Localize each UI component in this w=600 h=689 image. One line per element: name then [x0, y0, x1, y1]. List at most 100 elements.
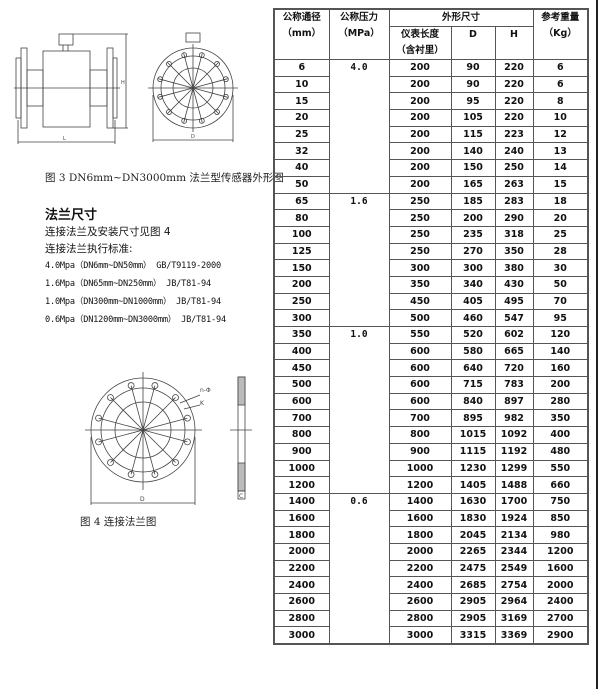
cell-H: 2344 — [494, 542, 534, 561]
spoke-line — [192, 87, 219, 114]
table-row: 2400 2400 2685 2754 2000 — [273, 576, 589, 594]
cell-weight: 280 — [532, 392, 589, 411]
bolt-hole-icon — [95, 438, 102, 446]
cell-H: 547 — [494, 309, 534, 327]
cell-length: 300 — [388, 259, 452, 277]
cell-weight: 25 — [532, 225, 589, 244]
cell-D: 105 — [450, 109, 496, 127]
label-D: D — [191, 134, 195, 140]
cell-weight: 8 — [532, 92, 589, 111]
figure4-drawing: n-Φ K D C — [85, 372, 252, 505]
bolt-hole-icon — [95, 414, 102, 422]
cell-length: 3000 — [388, 626, 452, 645]
cell-D: 235 — [450, 225, 496, 244]
cell-weight: 6 — [532, 75, 589, 94]
cell-D: 895 — [450, 409, 496, 428]
header-pressure-unit: （MPa） — [338, 28, 380, 39]
bolt-hole-icon — [127, 382, 135, 389]
table-row: 1800 1800 2045 2134 980 — [273, 526, 589, 544]
table-row: 2600 2600 2905 2964 2400 — [273, 593, 589, 611]
cell-H: 1299 — [494, 459, 534, 478]
cell-length: 450 — [388, 292, 452, 311]
cell-weight: 2000 — [532, 576, 589, 594]
cell-D: 300 — [450, 259, 496, 277]
cell-length: 2600 — [388, 593, 452, 611]
cell-length: 200 — [388, 142, 452, 161]
spec-table: 公称通径 （mm） 公称压力 （MPa） 外形尺寸 参考重量 （Kg） 仪表长度 （含衬… — [273, 8, 589, 646]
cell-weight: 14 — [532, 159, 589, 177]
table-row: 50 200 165 263 15 — [273, 175, 589, 194]
cell-D: 715 — [450, 376, 496, 394]
cell-dn: 25 — [273, 125, 330, 144]
table-row: 125 250 270 350 28 — [273, 242, 589, 261]
cell-D: 1230 — [450, 459, 496, 478]
cell-length: 1200 — [388, 476, 452, 494]
cell-D: 640 — [450, 359, 496, 378]
cell-H: 220 — [494, 109, 534, 127]
spoke-line — [192, 87, 228, 98]
cell-length: 250 — [388, 192, 452, 211]
spoke-line — [158, 78, 194, 89]
cell-D: 340 — [450, 275, 496, 294]
bolt-hole-icon — [166, 109, 172, 115]
cell-dn: 2000 — [273, 542, 330, 561]
spoke-line — [142, 417, 188, 431]
cell-H: 1192 — [494, 442, 534, 461]
flange-side-view — [230, 376, 252, 500]
cell-H: 220 — [494, 92, 534, 111]
cell-length: 550 — [388, 326, 452, 344]
cell-dn: 900 — [273, 442, 330, 461]
cell-dn: 700 — [273, 409, 330, 428]
table-row: 15 200 95 220 8 — [273, 92, 589, 111]
cell-D: 2045 — [450, 526, 496, 544]
header-weight-label: 参考重量 — [541, 12, 580, 23]
cell-length: 600 — [388, 342, 452, 361]
table-row: 40 200 150 250 14 — [273, 159, 589, 177]
cell-length: 600 — [388, 376, 452, 394]
header-H: H — [494, 26, 534, 60]
cell-dn: 1600 — [273, 509, 330, 528]
bolt-hole-icon — [198, 52, 205, 59]
cell-H: 263 — [494, 175, 534, 194]
bolt-hole-icon — [157, 76, 164, 83]
sensor-front-view — [148, 32, 238, 142]
table-row: 250 450 405 495 70 — [273, 292, 589, 311]
label-n-phi: n-Φ — [200, 387, 211, 394]
table-row: 600 600 840 897 280 — [273, 392, 589, 411]
flange-heading: 法兰尺寸 — [45, 208, 98, 223]
cell-H: 602 — [494, 326, 534, 344]
cell-H: 1488 — [494, 476, 534, 494]
table-row: 32 200 140 240 13 — [273, 142, 589, 161]
cell-weight: 850 — [532, 509, 589, 528]
cell-length: 2200 — [388, 559, 452, 578]
cell-length: 600 — [388, 359, 452, 378]
cell-length: 1800 — [388, 526, 452, 544]
figure3-drawing: L H D — [14, 32, 238, 144]
cell-H: 982 — [494, 409, 534, 428]
table-row: 900 900 1115 1192 480 — [273, 442, 589, 461]
cell-pressure: 4.0 — [328, 59, 390, 194]
cell-length: 1400 — [388, 492, 452, 511]
header-dn-unit: （mm） — [282, 28, 322, 39]
cell-H: 350 — [494, 242, 534, 261]
cell-D: 140 — [450, 142, 496, 161]
page-border-line — [596, 0, 598, 689]
sensor-side-view — [14, 33, 128, 144]
bolt-hole-icon — [172, 459, 179, 466]
cell-weight: 160 — [532, 359, 589, 378]
cell-dn: 1800 — [273, 526, 330, 544]
spoke-line — [142, 429, 188, 443]
cell-weight: 6 — [532, 59, 589, 77]
cell-H: 250 — [494, 159, 534, 177]
bolt-hole-icon — [222, 93, 229, 100]
cell-D: 90 — [450, 75, 496, 94]
table-row: 1600 1600 1830 1924 850 — [273, 509, 589, 528]
flange-front-view — [85, 372, 202, 505]
flange-text-1: 连接法兰及安装尺寸见图 4 — [45, 226, 171, 238]
table-row: 700 700 895 982 350 — [273, 409, 589, 428]
cell-H: 3169 — [494, 609, 534, 628]
spoke-line — [142, 397, 176, 431]
cell-H: 318 — [494, 225, 534, 244]
standard-line: 4.0Mpa（DN6mm~DN50mm） GB/T9119-2000 — [45, 261, 221, 271]
header-dn: 公称通径 （mm） — [273, 8, 330, 60]
